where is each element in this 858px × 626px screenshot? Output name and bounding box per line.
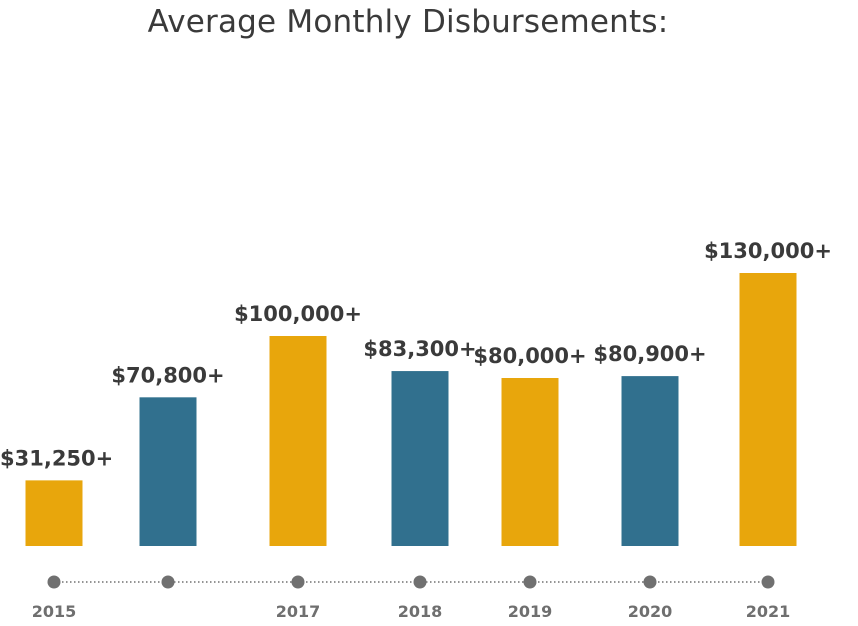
year-tick-label: 2021 <box>746 602 791 621</box>
timeline-dot <box>47 575 61 589</box>
timeline-dot <box>413 575 427 589</box>
timeline-dot <box>523 575 537 589</box>
bar <box>25 480 83 546</box>
data-label: $100,000+ <box>234 302 362 326</box>
data-label: $80,000+ <box>473 344 586 368</box>
data-label: $130,000+ <box>704 239 832 263</box>
data-label: $83,300+ <box>363 337 476 361</box>
bar <box>621 376 679 546</box>
timeline-dot <box>291 575 305 589</box>
year-tick-label: 2015 <box>32 602 77 621</box>
year-tick-label: 2020 <box>628 602 673 621</box>
year-tick-label: 2019 <box>508 602 553 621</box>
bar <box>501 378 559 546</box>
data-label: $80,900+ <box>593 342 706 366</box>
year-tick-label: 2017 <box>276 602 321 621</box>
timeline-dot <box>643 575 657 589</box>
data-label: $31,250+ <box>0 446 113 470</box>
bar <box>739 273 797 546</box>
year-tick-label: 2018 <box>398 602 443 621</box>
chart-title: Average Monthly Disbursements: <box>147 4 669 40</box>
bar <box>391 371 449 546</box>
bar <box>139 397 197 546</box>
timeline-dot <box>761 575 775 589</box>
data-label: $70,800+ <box>111 363 224 387</box>
bar <box>269 336 327 546</box>
timeline-dot <box>161 575 175 589</box>
